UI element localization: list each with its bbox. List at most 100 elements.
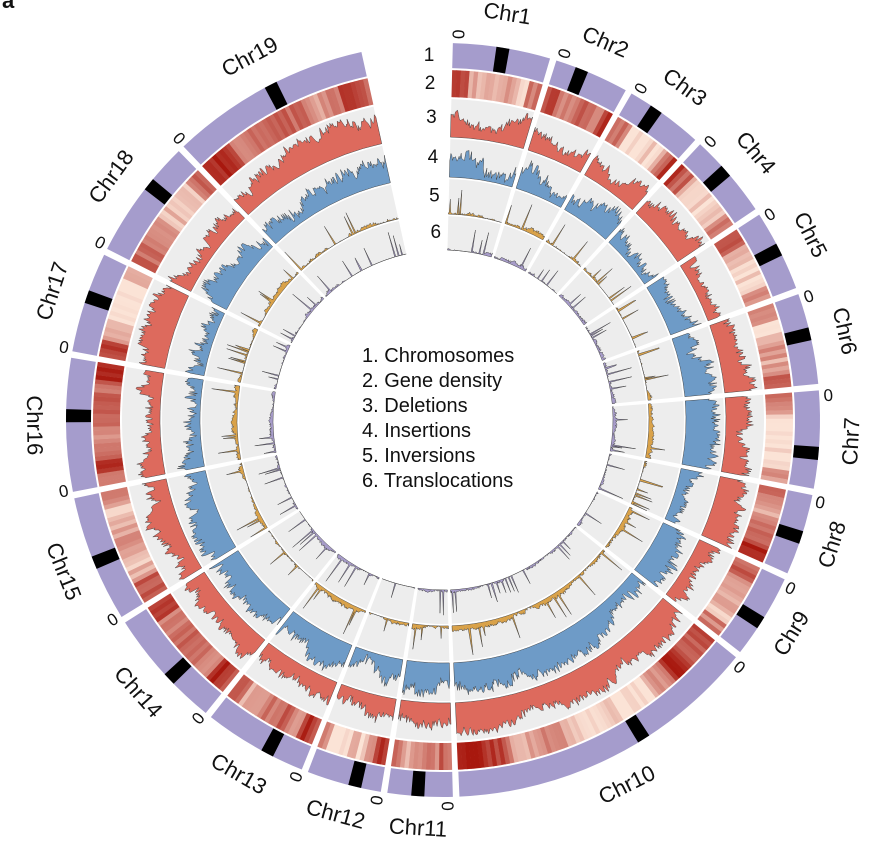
translocations-hist-chr5 bbox=[585, 322, 611, 361]
translocations-hist-chr16 bbox=[254, 391, 277, 454]
centromere-chr2 bbox=[566, 67, 588, 96]
translocations-hist-chr9 bbox=[576, 491, 602, 526]
chromosome-label-chr18: Chr18 bbox=[83, 145, 139, 208]
insertions-hist-chr7 bbox=[681, 398, 721, 470]
centromere-chr12 bbox=[348, 760, 367, 788]
inversions-hist-chr18 bbox=[240, 269, 299, 327]
track-number-4: 4 bbox=[428, 147, 439, 168]
insertions-hist-chr11 bbox=[402, 660, 451, 698]
chromosome-band-chr13 bbox=[210, 697, 312, 770]
inversions-hist-chr19 bbox=[284, 212, 399, 271]
chromosome-label-chr2: Chr2 bbox=[579, 21, 633, 63]
track-numbers: 1 2 3 4 5 6 bbox=[424, 45, 441, 243]
translocations-bg-chr3 bbox=[528, 243, 580, 294]
zero-tick-chr8: 0 bbox=[814, 492, 827, 513]
chromosome-label-chr15: Chr15 bbox=[41, 539, 86, 604]
insertions-bg-chr17 bbox=[166, 296, 225, 376]
insertions-hist-chr1 bbox=[449, 149, 517, 188]
segment-chr10 bbox=[450, 526, 736, 797]
deletions-hist-chr3 bbox=[584, 155, 649, 210]
inversions-bg-chr13 bbox=[294, 582, 366, 644]
inversions-hist-chr3 bbox=[545, 224, 588, 268]
zero-tick-chr9: 0 bbox=[782, 577, 799, 598]
gene-density-strip-chr9 bbox=[697, 556, 761, 636]
chromosome-label-chr8: Chr8 bbox=[813, 518, 851, 571]
segment-chr15 bbox=[74, 455, 299, 617]
deletions-hist-chr14 bbox=[184, 571, 266, 659]
insertions-hist-chr17 bbox=[184, 306, 225, 376]
segment-chr19 bbox=[183, 51, 407, 297]
deletions-hist-chr11 bbox=[398, 699, 452, 731]
translocations-hist-chr17 bbox=[262, 342, 291, 390]
gene-density-strip-chr6 bbox=[747, 303, 792, 390]
inversions-hist-chr16 bbox=[211, 384, 242, 461]
inversions-hist-chr12 bbox=[368, 612, 410, 632]
deletions-hist-chr15 bbox=[141, 478, 202, 580]
inversions-bg-chr6 bbox=[637, 339, 683, 401]
legend-item-translocations: 6. Translocations bbox=[362, 470, 514, 492]
segment-chr16 bbox=[66, 357, 277, 492]
track-number-6: 6 bbox=[431, 222, 442, 243]
insertions-hist-chr19 bbox=[262, 154, 391, 244]
deletions-hist-chr13 bbox=[258, 642, 338, 706]
deletions-bg-chr18 bbox=[156, 191, 245, 292]
chromosome-band-chr18 bbox=[107, 151, 197, 261]
deletions-hist-chr17 bbox=[137, 284, 189, 369]
centromere-chr7 bbox=[793, 445, 820, 461]
inversions-hist-chr15 bbox=[226, 462, 268, 538]
inversions-hist-chr1 bbox=[448, 189, 502, 223]
insertions-hist-chr3 bbox=[564, 194, 623, 240]
inversions-hist-chr8 bbox=[630, 460, 664, 511]
centromere-chr6 bbox=[784, 327, 812, 346]
translocations-bg-chr16 bbox=[239, 386, 277, 459]
deletions-hist-chr2 bbox=[527, 126, 592, 173]
chromosome-band-chr10 bbox=[458, 641, 736, 797]
zero-tick-chr17: 0 bbox=[58, 336, 71, 356]
insertions-hist-chr15 bbox=[184, 470, 237, 561]
deletions-hist-chr18 bbox=[167, 208, 245, 292]
legend-item-chromosomes: 1. Chromosomes bbox=[362, 345, 515, 367]
zero-tick-chr7: 0 bbox=[823, 385, 834, 405]
insertions-hist-chr2 bbox=[515, 160, 567, 208]
translocations-hist-chr1 bbox=[447, 229, 493, 258]
gene-density-strip-chr5 bbox=[713, 229, 771, 308]
inversions-bg-chr11 bbox=[407, 623, 450, 662]
centromere-chr13 bbox=[261, 728, 285, 757]
chromosome-band-chr16 bbox=[66, 357, 98, 492]
translocations-bg-chr11 bbox=[412, 588, 449, 624]
chromosome-band-chr3 bbox=[619, 93, 696, 159]
legend-item-inversions: 5. Inversions bbox=[362, 445, 476, 467]
translocations-hist-chr2 bbox=[493, 247, 531, 272]
track-number-5: 5 bbox=[429, 186, 440, 207]
deletions-hist-chr9 bbox=[665, 539, 721, 602]
translocations-hist-chr4 bbox=[558, 294, 587, 326]
insertions-hist-chr4 bbox=[608, 227, 659, 285]
legend-item-deletions: 3. Deletions bbox=[362, 395, 468, 417]
gene-density-strip-chr2 bbox=[540, 86, 613, 138]
segment-chr8 bbox=[598, 453, 813, 574]
deletions-bg-chr5 bbox=[680, 245, 744, 321]
centromere-chr19 bbox=[264, 81, 288, 110]
chromosome-band-chr12 bbox=[307, 748, 385, 792]
insertions-hist-chr14 bbox=[208, 550, 291, 626]
deletions-bg-chr13 bbox=[245, 643, 337, 718]
inversions-hist-chr4 bbox=[583, 267, 632, 306]
chromosome-label-chr13: Chr13 bbox=[207, 748, 271, 800]
chromosome-band-chr19 bbox=[183, 51, 367, 165]
centromere-chr18 bbox=[144, 179, 173, 205]
chromosome-band-chr7 bbox=[789, 390, 821, 489]
centromere-chr8 bbox=[775, 523, 804, 544]
zero-tick-chr6: 0 bbox=[801, 285, 816, 306]
segment-chr12 bbox=[307, 578, 416, 792]
zero-tick-chr16: 0 bbox=[57, 480, 70, 500]
inversions-hist-chr9 bbox=[605, 506, 650, 548]
chromosome-label-chr14: Chr14 bbox=[109, 661, 168, 722]
centromere-chr10 bbox=[625, 714, 650, 743]
segment-chr17 bbox=[72, 254, 291, 390]
chromosome-segments bbox=[66, 43, 821, 797]
inversions-bg-chr17 bbox=[206, 314, 258, 383]
translocations-bg-chr15 bbox=[243, 455, 299, 527]
translocations-hist-chr13 bbox=[325, 553, 380, 587]
insertions-hist-chr5 bbox=[646, 276, 702, 336]
segment-chr14 bbox=[125, 511, 337, 713]
